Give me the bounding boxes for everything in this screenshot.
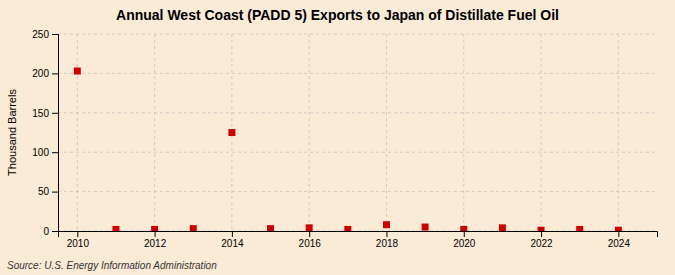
tick-mark bbox=[232, 231, 233, 237]
point bbox=[499, 224, 506, 231]
y-axis-title: Thousand Barrels bbox=[6, 89, 18, 176]
point bbox=[615, 227, 622, 231]
point bbox=[112, 226, 119, 231]
tick-mark bbox=[52, 34, 58, 35]
point bbox=[151, 226, 158, 231]
chart: 2010 2012 2014 2016 2018 2020 2022 2024 0 50 100 15… bbox=[0, 0, 675, 275]
axis-line bbox=[52, 35, 59, 232]
point bbox=[344, 226, 351, 231]
grid-line bbox=[386, 34, 387, 231]
grid-line bbox=[154, 34, 155, 231]
point bbox=[422, 224, 429, 231]
tick-mark bbox=[52, 231, 58, 232]
tick-mark bbox=[52, 192, 58, 193]
tick-label: 150 bbox=[32, 108, 49, 119]
point bbox=[460, 226, 467, 231]
tick-label: 2012 bbox=[144, 238, 167, 249]
tick: 200 bbox=[32, 68, 58, 79]
grid-line bbox=[58, 112, 657, 113]
tick-label: 2014 bbox=[221, 238, 244, 249]
tick: 250 bbox=[32, 29, 58, 40]
tick: 2016 bbox=[299, 231, 322, 249]
grid bbox=[58, 34, 657, 231]
tick-label: 2024 bbox=[608, 238, 631, 249]
point bbox=[576, 226, 583, 231]
grid-line bbox=[618, 34, 619, 231]
point bbox=[228, 129, 235, 136]
tick: 2014 bbox=[221, 231, 244, 249]
grid-line bbox=[58, 73, 657, 74]
y-axis: 0 50 100 150 200 250 bbox=[32, 29, 58, 237]
tick-label: 2018 bbox=[376, 238, 399, 249]
tick: 100 bbox=[32, 147, 58, 158]
tick: 2012 bbox=[144, 231, 167, 249]
tick: 2020 bbox=[453, 231, 476, 249]
tick: 2024 bbox=[608, 231, 631, 249]
grid-line bbox=[463, 34, 464, 231]
tick-mark bbox=[52, 152, 58, 153]
grid-line bbox=[309, 34, 310, 231]
tick-label: 200 bbox=[32, 68, 49, 79]
tick: 2018 bbox=[376, 231, 399, 249]
point bbox=[190, 225, 197, 231]
tick-label: 2016 bbox=[299, 238, 322, 249]
tick-label: 2022 bbox=[530, 238, 553, 249]
point bbox=[267, 225, 274, 231]
tick-mark bbox=[77, 231, 78, 237]
tick: 50 bbox=[38, 186, 58, 197]
tick-mark bbox=[386, 231, 387, 237]
point bbox=[538, 227, 545, 231]
tick-label: 100 bbox=[32, 147, 49, 158]
axis-line bbox=[59, 232, 658, 238]
grid-line bbox=[58, 34, 657, 35]
tick-label: 2010 bbox=[67, 238, 90, 249]
title: Annual West Coast (PADD 5) Exports to Ja… bbox=[116, 7, 559, 23]
tick-label: 50 bbox=[38, 186, 50, 197]
tick-mark bbox=[541, 231, 542, 237]
tick: 2022 bbox=[530, 231, 553, 249]
tick-label: 2020 bbox=[453, 238, 476, 249]
tick: 0 bbox=[43, 226, 58, 237]
tick-mark bbox=[155, 231, 156, 237]
plot-area: 2010 2012 2014 2016 2018 2020 2022 2024 0 50 100 15… bbox=[32, 29, 657, 249]
grid-line bbox=[58, 191, 657, 192]
source: Source: U.S. Energy Information Administ… bbox=[7, 260, 217, 271]
tick-label: 250 bbox=[32, 29, 49, 40]
grid-line bbox=[77, 34, 78, 231]
point bbox=[383, 221, 390, 228]
tick-label: 0 bbox=[43, 226, 49, 237]
tick: 2010 bbox=[67, 231, 90, 249]
marks bbox=[74, 68, 622, 231]
grid-line bbox=[58, 152, 657, 153]
tick: 150 bbox=[32, 108, 58, 119]
point bbox=[306, 224, 313, 231]
grid-line bbox=[541, 34, 542, 231]
tick-mark bbox=[52, 113, 58, 114]
tick-mark bbox=[52, 73, 58, 74]
point bbox=[74, 68, 81, 75]
x-axis: 2010 2012 2014 2016 2018 2020 2022 2024 bbox=[59, 231, 658, 249]
tick-mark bbox=[618, 231, 619, 237]
tick-mark bbox=[464, 231, 465, 237]
tick-mark bbox=[309, 231, 310, 237]
